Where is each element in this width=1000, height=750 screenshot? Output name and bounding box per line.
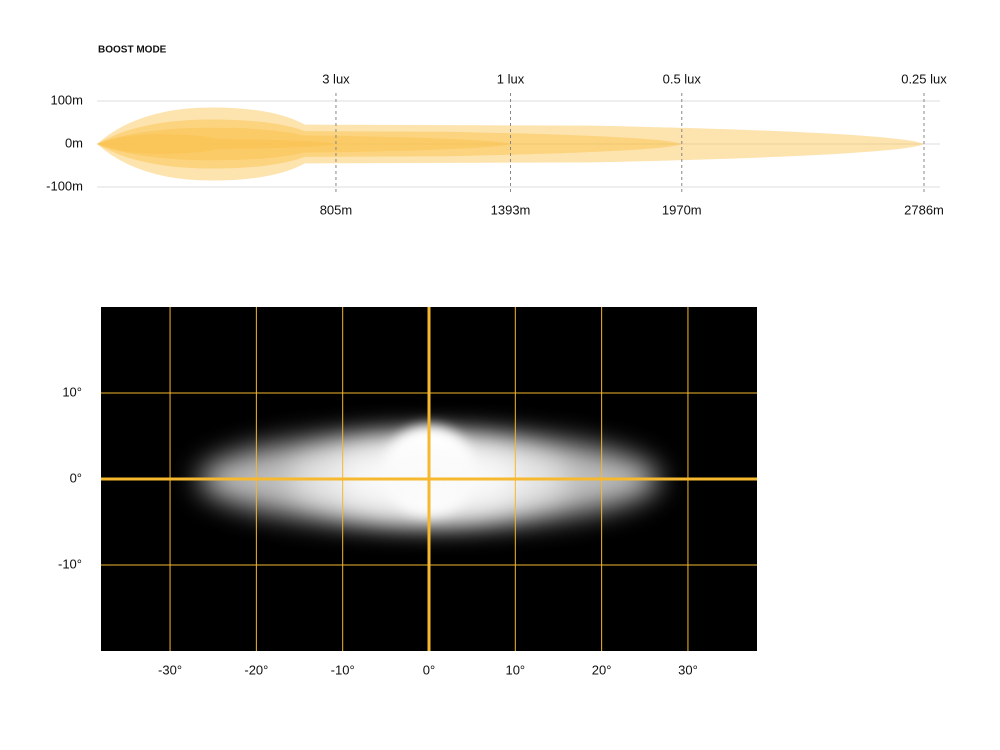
beam-contour [97, 134, 336, 154]
y-tick-label: -10° [58, 556, 82, 571]
x-tick-label: 1393m [491, 202, 531, 217]
x-tick-label: 30° [678, 662, 698, 677]
x-tick-label: -30° [158, 662, 182, 677]
x-tick-label: 10° [505, 662, 525, 677]
beam-contour [97, 127, 511, 161]
y-tick-label: -100m [46, 178, 83, 193]
x-tick-label: 2786m [904, 202, 944, 217]
lux-label: 0.25 lux [901, 71, 947, 86]
x-tick-label: 20° [592, 662, 612, 677]
x-tick-label: -20° [244, 662, 268, 677]
y-tick-label: 0° [70, 470, 82, 485]
y-tick-label: 10° [62, 384, 82, 399]
x-tick-label: 0° [423, 662, 435, 677]
x-tick-label: 805m [320, 202, 353, 217]
y-tick-label: 0m [65, 135, 83, 150]
x-tick-label: 1970m [662, 202, 702, 217]
lux-label: 3 lux [322, 71, 350, 86]
chart-title: BOOST MODE [98, 45, 167, 56]
lux-label: 1 lux [497, 71, 525, 86]
lux-label: 0.5 lux [663, 71, 702, 86]
x-tick-label: -10° [331, 662, 355, 677]
beam-contour [97, 119, 682, 169]
y-tick-label: 100m [50, 92, 83, 107]
